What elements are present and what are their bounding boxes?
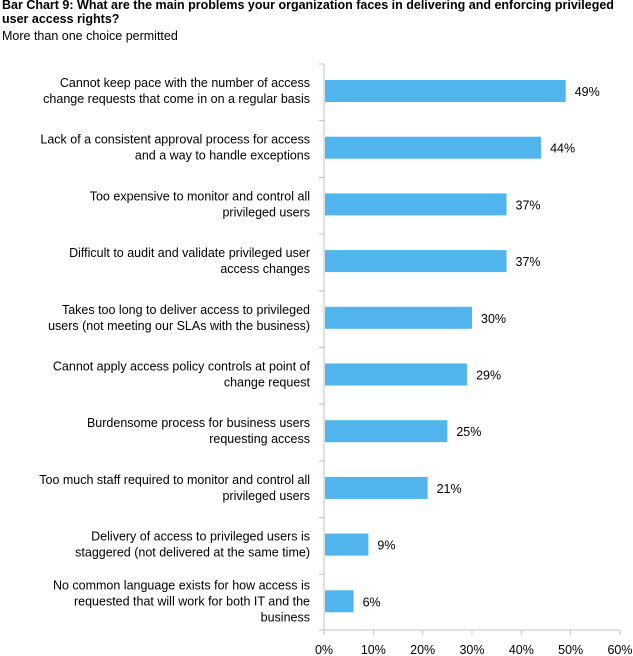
category-label-line: privileged users [222,489,310,503]
category-label: Too expensive to monitor and control all… [90,189,310,219]
chart-title: Bar Chart 9: What are the main problems … [2,0,614,26]
category-label-line: Too much staff required to monitor and c… [39,473,310,487]
bar [325,306,472,329]
bar [325,136,542,159]
bar-value-label: 49% [575,85,600,99]
bar [325,80,566,102]
category-label: Difficult to audit and validate privileg… [69,246,310,276]
category-label-line: Too expensive to monitor and control all [90,189,310,203]
bar-value-label: 25% [456,425,481,439]
category-label-line: requesting access [209,432,310,446]
category-label-line: change request [224,376,311,390]
category-label: Lack of a consistent approval process fo… [40,133,310,163]
bar-value-label: 21% [437,482,462,496]
bar-value-label: 37% [516,198,541,212]
category-label: Delivery of access to privileged users i… [75,530,310,560]
bar-value-label: 37% [516,255,541,269]
category-label-line: requested that will work for both IT and… [74,594,310,608]
category-label-line: Lack of a consistent approval process fo… [40,133,310,147]
category-label-line: users (not meeting our SLAs with the bus… [48,319,310,333]
category-label-line: business [261,610,310,624]
category-label-line: Delivery of access to privileged users i… [91,530,310,544]
x-tick-label: 10% [361,643,386,656]
bar-value-label: 9% [377,539,395,553]
bar [325,420,448,443]
bar [325,590,354,613]
category-label: Takes too long to deliver access to priv… [48,303,310,333]
x-tick-label: 40% [509,643,534,656]
category-label-line: Difficult to audit and validate privileg… [69,246,310,260]
category-label: No common language exists for how access… [53,578,310,624]
bar-value-label: 30% [481,312,506,326]
category-label-line: Cannot apply access policy controls at p… [53,360,311,374]
category-label: Too much staff required to monitor and c… [39,473,310,503]
category-label-line: No common language exists for how access… [53,578,310,592]
x-tick-label: 60% [607,643,632,656]
x-tick-label: 50% [558,643,583,656]
bar [325,250,507,273]
category-label: Cannot apply access policy controls at p… [53,360,311,390]
category-label-line: Takes too long to deliver access to priv… [62,303,310,317]
category-label-line: Burdensome process for business users [87,416,310,430]
bar-value-label: 29% [476,369,501,383]
category-label-line: Cannot keep pace with the number of acce… [60,76,310,90]
category-label: Cannot keep pace with the number of acce… [43,76,310,106]
bar-value-label: 6% [363,595,381,609]
category-label-line: privileged users [222,205,310,219]
x-tick-label: 20% [410,643,435,656]
bar-value-label: 44% [550,142,575,156]
category-label-line: staggered (not delivered at the same tim… [75,546,310,560]
bar [325,193,507,216]
category-label-line: access changes [220,262,310,276]
category-label: Burdensome process for business users req… [87,416,310,446]
category-label-line: and a way to handle exceptions [135,149,310,163]
x-tick-label: 30% [459,643,484,656]
bar [325,533,369,556]
bar [325,476,428,499]
x-tick-label: 0% [315,643,333,656]
category-label-line: change requests that come in on a regula… [43,92,310,106]
chart-subtitle: More than one choice permitted [2,29,178,43]
bar [325,363,468,386]
